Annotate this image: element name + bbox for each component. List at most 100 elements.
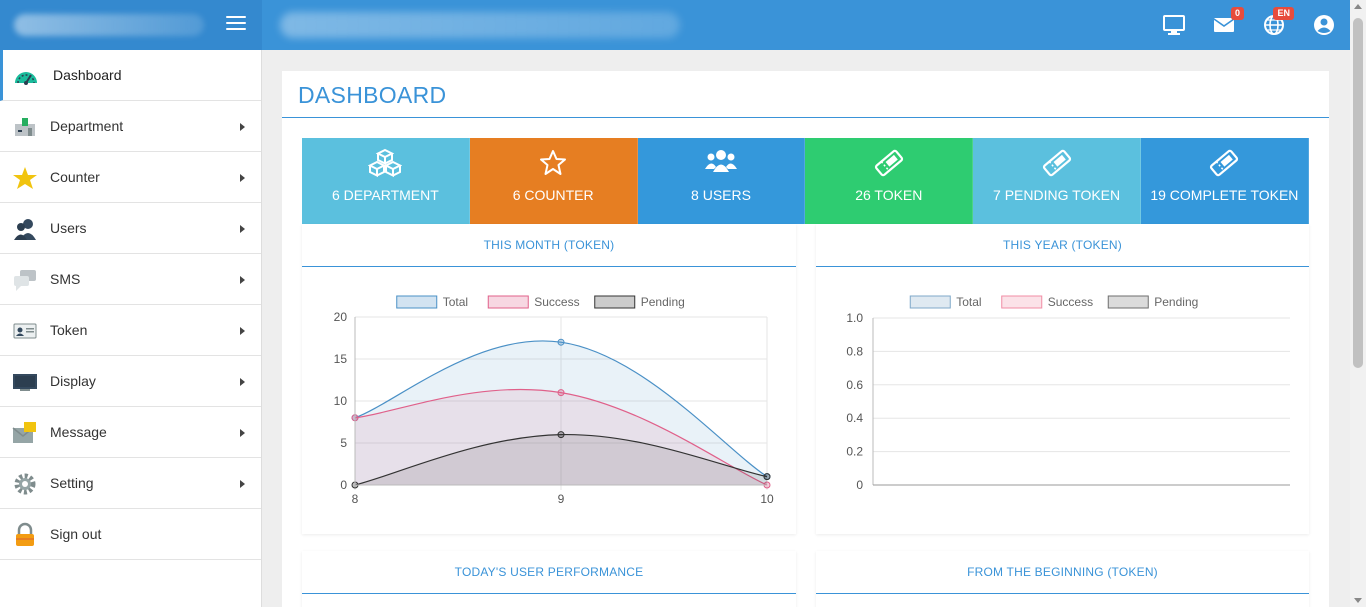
card-title: FROM THE BEGINNING (TOKEN) (816, 551, 1309, 594)
chevron-right-icon (240, 480, 245, 488)
legend-swatch (1107, 295, 1149, 309)
chevron-right-icon (240, 378, 245, 386)
ticket-icon (1042, 149, 1071, 177)
sidebar-item-label: Display (50, 373, 96, 389)
sidebar-item-label: Message (50, 424, 107, 440)
y-tick-label: 10 (334, 394, 348, 408)
page-scrollbar[interactable] (1350, 0, 1366, 607)
x-tick-label: 8 (352, 492, 359, 506)
sidebar-item-message[interactable]: Message (0, 407, 261, 458)
month-token-card: THIS MONTH (TOKEN) Total Success Pending 0 5… (302, 224, 796, 534)
sidebar-item-label: Department (50, 118, 124, 134)
language-badge: EN (1273, 7, 1294, 20)
site-title-blurred (280, 12, 680, 38)
cubes-icon (368, 148, 403, 178)
building-icon (15, 118, 35, 136)
dashboard-panel: DASHBOARD 6 DEPARTMENT 6 COUNTER 8 USERS (282, 71, 1329, 607)
ticket-icon (874, 149, 903, 177)
users-icon (704, 150, 737, 172)
stat-label: 19 COMPLETE TOKEN (1150, 187, 1299, 203)
sidebar-item-counter[interactable]: Counter (0, 152, 261, 203)
legend-swatch (1001, 295, 1043, 309)
y-tick-label: 0.6 (846, 378, 863, 392)
card-title: THIS YEAR (TOKEN) (816, 224, 1309, 267)
star-icon (13, 167, 37, 189)
stat-label: 6 COUNTER (512, 187, 594, 203)
scrollbar-thumb[interactable] (1353, 18, 1363, 368)
scroll-up-icon[interactable] (1354, 4, 1362, 9)
top-navbar: 0 EN (0, 0, 1366, 50)
stat-pending-token[interactable]: 7 PENDING TOKEN (973, 138, 1141, 224)
data-point (763, 473, 771, 481)
legend-swatch (594, 295, 636, 309)
sidebar-item-token[interactable]: Token (0, 305, 261, 356)
globe-icon[interactable]: EN (1262, 7, 1294, 37)
sidebar-item-display[interactable]: Display (0, 356, 261, 407)
year-token-chart: Total Success Pending 0 0.2 0.4 0.6 0.8 1.0 (846, 295, 1290, 492)
x-tick-label: 10 (760, 492, 774, 506)
id-card-icon (13, 323, 37, 339)
chevron-right-icon (240, 276, 245, 284)
y-tick-label: 5 (340, 436, 347, 450)
legend-label: Success (1048, 295, 1093, 309)
sidebar-item-department[interactable]: Department (0, 101, 261, 152)
card-title: TODAY'S USER PERFORMANCE (302, 551, 796, 594)
ticket-icon (1210, 149, 1239, 177)
sidebar-item-dashboard[interactable]: Dashboard (0, 50, 261, 101)
sidebar: Dashboard Department Counter Users SMS T… (0, 50, 262, 607)
stat-complete-token[interactable]: 19 COMPLETE TOKEN (1140, 138, 1309, 224)
sidebar-item-sms[interactable]: SMS (0, 254, 261, 305)
speedometer-icon (15, 72, 37, 85)
stat-department[interactable]: 6 DEPARTMENT (302, 138, 470, 224)
legend-label: Total (956, 295, 981, 309)
stats-row: 6 DEPARTMENT 6 COUNTER 8 USERS 26 TOKEN … (302, 138, 1309, 224)
sidebar-item-users[interactable]: Users (0, 203, 261, 254)
sidebar-item-sign-out[interactable]: Sign out (0, 509, 261, 560)
x-tick-label: 9 (558, 492, 565, 506)
sidebar-item-label: Setting (50, 475, 94, 491)
main-content: DASHBOARD 6 DEPARTMENT 6 COUNTER 8 USERS (262, 50, 1350, 607)
star-outline-icon (540, 150, 567, 175)
series-line (354, 433, 768, 486)
legend-label: Pending (1154, 295, 1198, 309)
scroll-down-icon[interactable] (1354, 598, 1362, 603)
stat-users[interactable]: 8 USERS (637, 138, 806, 224)
series-area (355, 434, 767, 485)
sidebar-item-label: Users (50, 220, 87, 236)
legend-swatch (909, 295, 951, 309)
y-tick-label: 20 (334, 310, 348, 324)
chevron-right-icon (240, 123, 245, 131)
sidebar-item-label: Sign out (50, 526, 102, 542)
y-tick-label: 0.2 (846, 445, 863, 459)
y-tick-label: 0 (856, 478, 863, 492)
sidebar-item-label: SMS (50, 271, 81, 287)
legend-label: Total (443, 295, 468, 309)
stat-label: 7 PENDING TOKEN (993, 187, 1121, 203)
sidebar-item-setting[interactable]: Setting (0, 458, 261, 509)
stat-counter[interactable]: 6 COUNTER (469, 138, 638, 224)
y-tick-label: 1.0 (846, 311, 863, 325)
stat-token[interactable]: 26 TOKEN (805, 138, 974, 224)
data-point (557, 338, 565, 346)
chevron-right-icon (240, 327, 245, 335)
menu-toggle-icon[interactable] (226, 16, 246, 34)
mail-count-badge: 0 (1230, 7, 1244, 20)
legend-swatch (396, 295, 438, 309)
chevron-right-icon (240, 429, 245, 437)
data-point (557, 389, 565, 397)
stat-label: 26 TOKEN (855, 187, 923, 203)
sidebar-item-label: Dashboard (53, 67, 122, 83)
card-title: THIS MONTH (TOKEN) (302, 224, 796, 267)
user-circle-icon[interactable] (1312, 13, 1336, 37)
legend-label: Pending (641, 295, 685, 309)
brand-logo-blurred[interactable] (14, 14, 204, 36)
data-point (557, 431, 565, 439)
lock-icon (16, 522, 34, 546)
monitor-icon[interactable] (1162, 13, 1186, 37)
y-tick-label: 0.4 (846, 411, 863, 425)
sidebar-item-label: Counter (50, 169, 100, 185)
legend-label: Success (534, 295, 579, 309)
users-icon (14, 219, 36, 240)
y-tick-label: 0.8 (846, 344, 863, 358)
mail-icon[interactable]: 0 (1212, 7, 1244, 37)
